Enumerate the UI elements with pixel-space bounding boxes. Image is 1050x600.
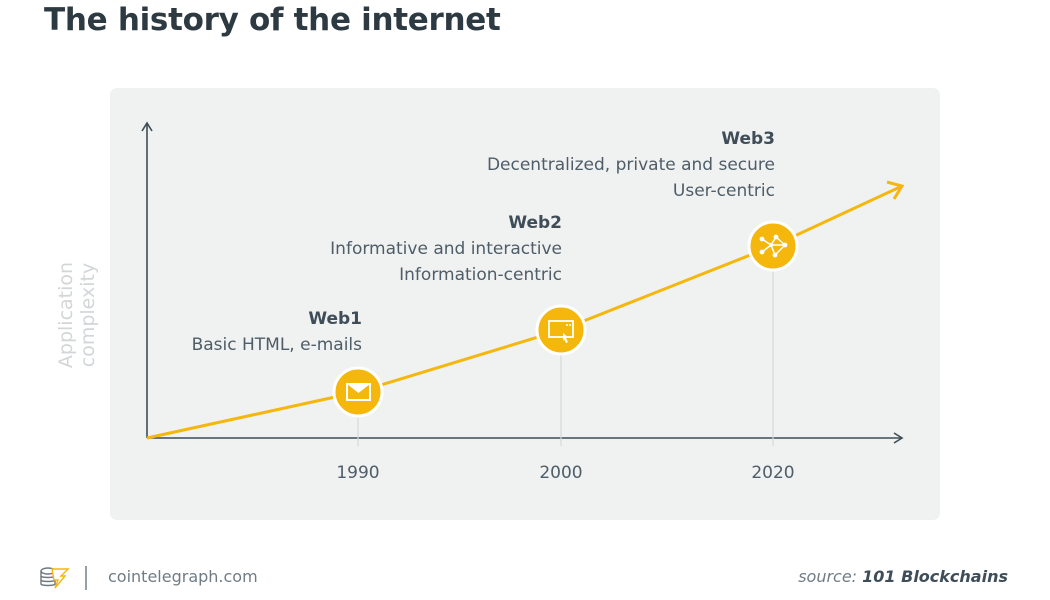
y-axis-label: Application complexity — [55, 261, 99, 369]
web2-desc-1: Informative and interactive — [330, 239, 562, 259]
web3-desc-1: Decentralized, private and secure — [486, 155, 775, 175]
web3-label: Web3 Decentralized, private and secure U… — [487, 126, 775, 204]
year-2020: 2020 — [751, 463, 795, 483]
web1-title: Web1 — [308, 309, 362, 329]
year-2000: 2000 — [539, 463, 583, 483]
cointelegraph-logo-icon — [40, 567, 70, 589]
x-axis-arrow — [893, 432, 904, 444]
diagram-panel — [110, 88, 940, 520]
browser-cursor-icon — [535, 304, 587, 356]
page-title: The history of the internet — [44, 2, 501, 38]
footer-divider — [85, 566, 87, 590]
web1-label: Web1 Basic HTML, e-mails — [192, 306, 362, 358]
web2-label: Web2 Informative and interactive Informa… — [330, 210, 562, 288]
web1-desc: Basic HTML, e-mails — [191, 335, 362, 355]
web3-desc-2: User-centric — [672, 181, 775, 201]
web3-title: Web3 — [721, 129, 775, 149]
year-1990: 1990 — [336, 463, 380, 483]
source-name: 101 Blockchains — [862, 567, 1008, 586]
growth-curve-arrow — [886, 180, 905, 200]
footer-source: source: 101 Blockchains — [798, 567, 1008, 586]
envelope-icon — [332, 366, 384, 418]
web2-desc-2: Information-centric — [399, 265, 562, 285]
network-icon — [747, 220, 799, 272]
source-prefix: source: — [798, 567, 858, 586]
web2-title: Web2 — [508, 213, 562, 233]
y-axis-arrow — [141, 121, 153, 132]
footer-site: cointelegraph.com — [108, 567, 258, 586]
